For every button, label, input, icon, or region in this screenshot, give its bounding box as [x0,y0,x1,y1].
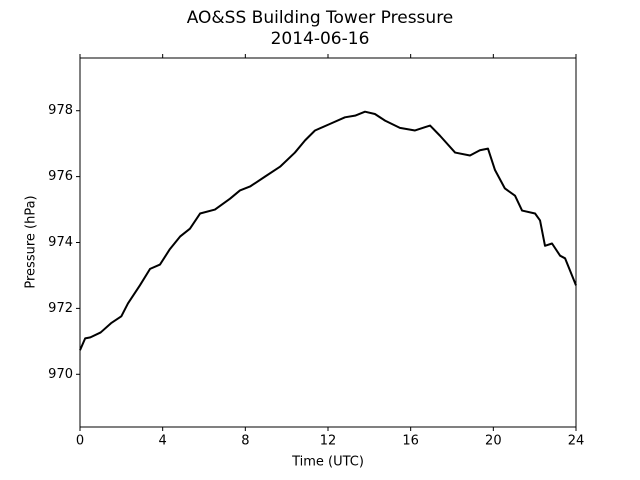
x-tick-label: 24 [568,434,585,449]
y-tick-label: 974 [48,235,73,250]
x-tick-label: 12 [320,434,337,449]
y-tick-label: 970 [48,367,73,382]
chart-subtitle: 2014-06-16 [271,29,370,49]
plot-frame [79,57,577,428]
x-tick-label: 0 [76,434,84,449]
y-tick-label: 976 [48,169,73,184]
data-line [79,110,577,351]
x-tick-label: 16 [402,434,419,449]
y-tick-label: 978 [48,103,73,118]
x-tick-label: 8 [241,434,249,449]
x-tick-label: 4 [159,434,167,449]
x-tick-label: 20 [485,434,502,449]
chart-title: AO&SS Building Tower Pressure [187,8,454,28]
y-tick-label: 972 [48,301,73,316]
y-axis-label: Pressure (hPa) [24,195,39,288]
x-axis-label: Time (UTC) [291,455,364,470]
